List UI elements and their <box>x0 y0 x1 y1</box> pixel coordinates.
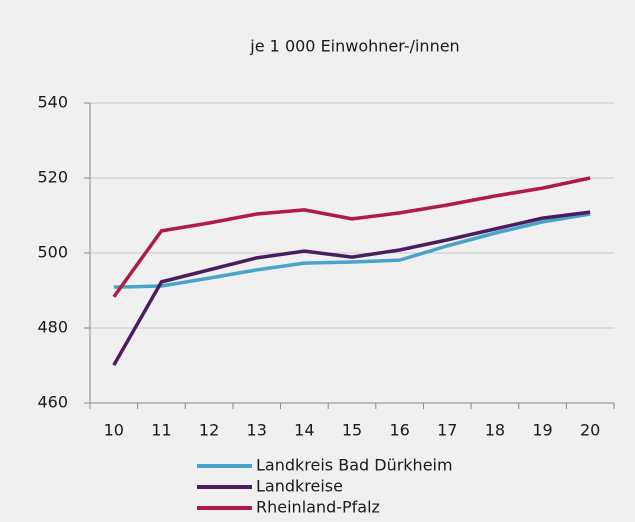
y-tick-label: 500 <box>37 243 68 262</box>
chart-title: je 1 000 Einwohner-/innen <box>249 37 459 56</box>
x-tick-label: 10 <box>104 421 124 440</box>
x-tick-label: 14 <box>294 421 314 440</box>
legend-label: Landkreis Bad Dürkheim <box>256 456 453 475</box>
y-tick-label: 540 <box>37 93 68 112</box>
x-tick-label: 16 <box>389 421 409 440</box>
x-tick-label: 19 <box>532 421 552 440</box>
x-tick-label: 13 <box>247 421 267 440</box>
y-tick-label: 460 <box>37 393 68 412</box>
x-tick-label: 17 <box>437 421 457 440</box>
legend-label: Rheinland-Pfalz <box>256 498 380 517</box>
x-tick-label: 12 <box>199 421 219 440</box>
x-tick-label: 11 <box>151 421 171 440</box>
legend-label: Landkreise <box>256 477 343 496</box>
x-tick-label: 15 <box>342 421 362 440</box>
x-tick-label: 20 <box>580 421 600 440</box>
series-line <box>112 210 591 366</box>
y-tick-label: 480 <box>37 318 68 337</box>
y-tick-label: 520 <box>37 168 68 187</box>
x-tick-label: 18 <box>485 421 505 440</box>
series-line <box>112 176 591 298</box>
series-line <box>113 212 591 289</box>
